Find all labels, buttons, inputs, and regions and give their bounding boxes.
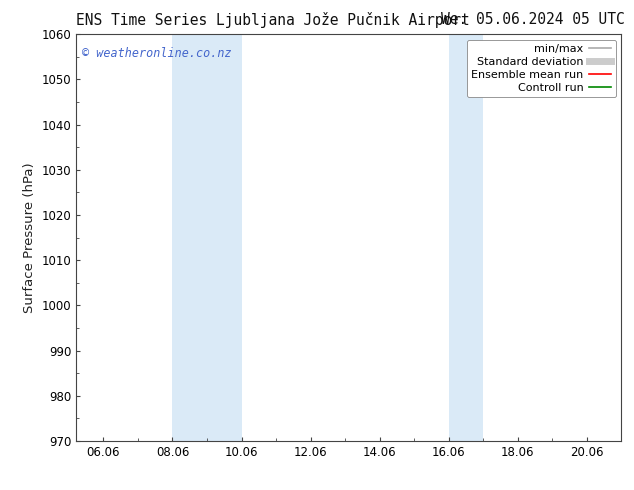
Bar	[449, 34, 483, 441]
Text: ENS Time Series Ljubljana Jože Pučnik Airport: ENS Time Series Ljubljana Jože Pučnik Ai…	[76, 12, 470, 28]
Text: © weatheronline.co.nz: © weatheronline.co.nz	[82, 47, 231, 59]
Text: We. 05.06.2024 05 UTC: We. 05.06.2024 05 UTC	[441, 12, 624, 27]
Y-axis label: Surface Pressure (hPa): Surface Pressure (hPa)	[23, 162, 36, 313]
Bar	[172, 34, 242, 441]
Legend: min/max, Standard deviation, Ensemble mean run, Controll run: min/max, Standard deviation, Ensemble me…	[467, 40, 616, 97]
